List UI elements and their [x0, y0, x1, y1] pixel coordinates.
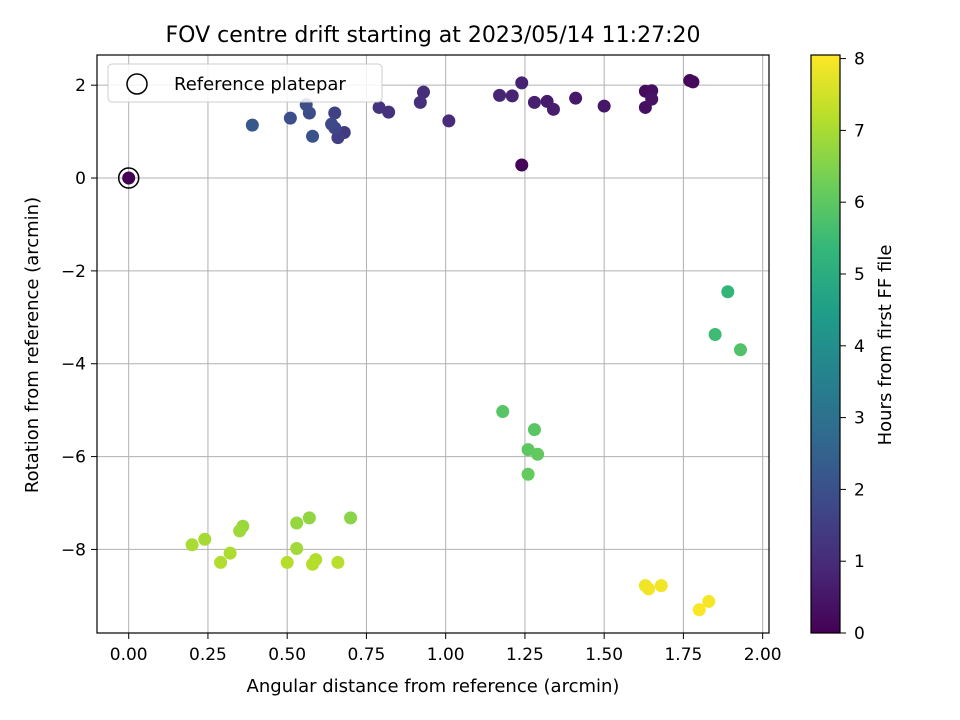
x-tick-label: 1.75: [664, 645, 702, 665]
x-axis-ticks: 0.00 0.25 0.50 0.75 1.00 1.25 1.50 1.75 2.00: [110, 633, 782, 665]
data-point: [493, 88, 507, 102]
chart-title: FOV centre drift starting at 2023/05/14 …: [166, 23, 701, 48]
data-point: [708, 327, 722, 341]
colorbar-tick-label: 3: [854, 409, 865, 429]
data-point: [245, 118, 259, 132]
data-point: [306, 129, 320, 143]
data-point: [302, 511, 316, 525]
data-point: [198, 532, 212, 546]
colorbar-tick-label: 2: [854, 480, 865, 500]
data-point: [692, 603, 706, 617]
data-point: [531, 447, 545, 461]
y-axis-label: Rotation from reference (arcmin): [22, 197, 43, 493]
data-point: [290, 542, 304, 556]
data-point: [442, 114, 456, 128]
legend-label-reference: Reference platepar: [174, 74, 346, 95]
data-point: [702, 594, 716, 608]
data-point: [416, 85, 430, 99]
data-point: [642, 582, 656, 596]
data-point: [325, 117, 339, 131]
y-tick-label: −8: [61, 540, 86, 560]
data-point: [214, 555, 228, 569]
y-tick-label: −2: [61, 262, 86, 282]
colorbar-tick-label: 6: [854, 193, 865, 213]
data-point: [290, 516, 304, 530]
x-tick-label: 1.00: [427, 645, 465, 665]
colorbar-tick-label: 4: [854, 337, 865, 357]
x-axis-label: Angular distance from reference (arcmin): [247, 676, 620, 697]
data-point: [527, 95, 541, 109]
data-point: [344, 511, 358, 525]
data-point: [515, 158, 529, 172]
colorbar-tick-label: 5: [854, 265, 865, 285]
data-point: [721, 285, 735, 299]
data-point: [283, 111, 297, 125]
colorbar-tick-label: 1: [854, 552, 865, 572]
data-point: [686, 75, 700, 89]
data-point: [597, 99, 611, 113]
legend: Reference platepar: [107, 63, 383, 103]
y-tick-label: −4: [61, 355, 86, 375]
data-point: [505, 89, 519, 103]
data-point: [733, 343, 747, 357]
x-tick-label: 2.00: [744, 645, 782, 665]
reference-platepar-marker: [117, 167, 140, 189]
x-tick-label: 1.25: [506, 645, 544, 665]
data-point: [331, 555, 345, 569]
data-point: [185, 538, 199, 552]
data-point: [413, 95, 427, 109]
data-point: [223, 546, 237, 560]
x-tick-label: 0.75: [348, 645, 386, 665]
plot-frame: [96, 54, 770, 634]
data-point: [280, 555, 294, 569]
colorbar-label: Hours from first FF file: [875, 245, 896, 446]
data-point: [546, 102, 560, 116]
colorbar-tick-label: 0: [854, 624, 865, 644]
data-point: [122, 171, 136, 185]
data-point: [328, 106, 342, 120]
data-point: [569, 91, 583, 105]
legend-marker-reference: [126, 73, 148, 95]
data-points: [122, 74, 747, 617]
x-tick-label: 0.00: [110, 645, 148, 665]
x-tick-label: 1.50: [585, 645, 623, 665]
data-point: [645, 92, 659, 106]
y-tick-label: 2: [75, 76, 86, 96]
data-point: [306, 557, 320, 571]
data-point: [496, 405, 510, 419]
colorbar-gradient: [811, 55, 840, 633]
y-axis-ticks: 2 0 −2 −4 −6 −8: [61, 76, 97, 560]
data-point: [372, 100, 386, 114]
x-tick-label: 0.25: [189, 645, 227, 665]
reference-marker: [117, 167, 140, 189]
y-tick-label: −6: [61, 448, 86, 468]
colorbar: 0 1 2 3 4 5 6 7 8 Hours from first FF file: [810, 50, 896, 644]
colorbar-tick-label: 7: [854, 121, 865, 141]
x-tick-label: 0.50: [268, 645, 306, 665]
colorbar-frame: [810, 54, 841, 634]
colorbar-ticks: 0 1 2 3 4 5 6 7 8: [840, 50, 865, 644]
grid-lines: [97, 55, 769, 633]
legend-box: [107, 63, 383, 103]
data-point: [654, 579, 668, 593]
colorbar-tick-label: 8: [854, 50, 865, 70]
data-point: [515, 76, 529, 90]
data-point: [527, 423, 541, 437]
data-point: [233, 524, 247, 538]
data-point: [521, 467, 535, 481]
y-tick-label: 0: [75, 169, 86, 189]
